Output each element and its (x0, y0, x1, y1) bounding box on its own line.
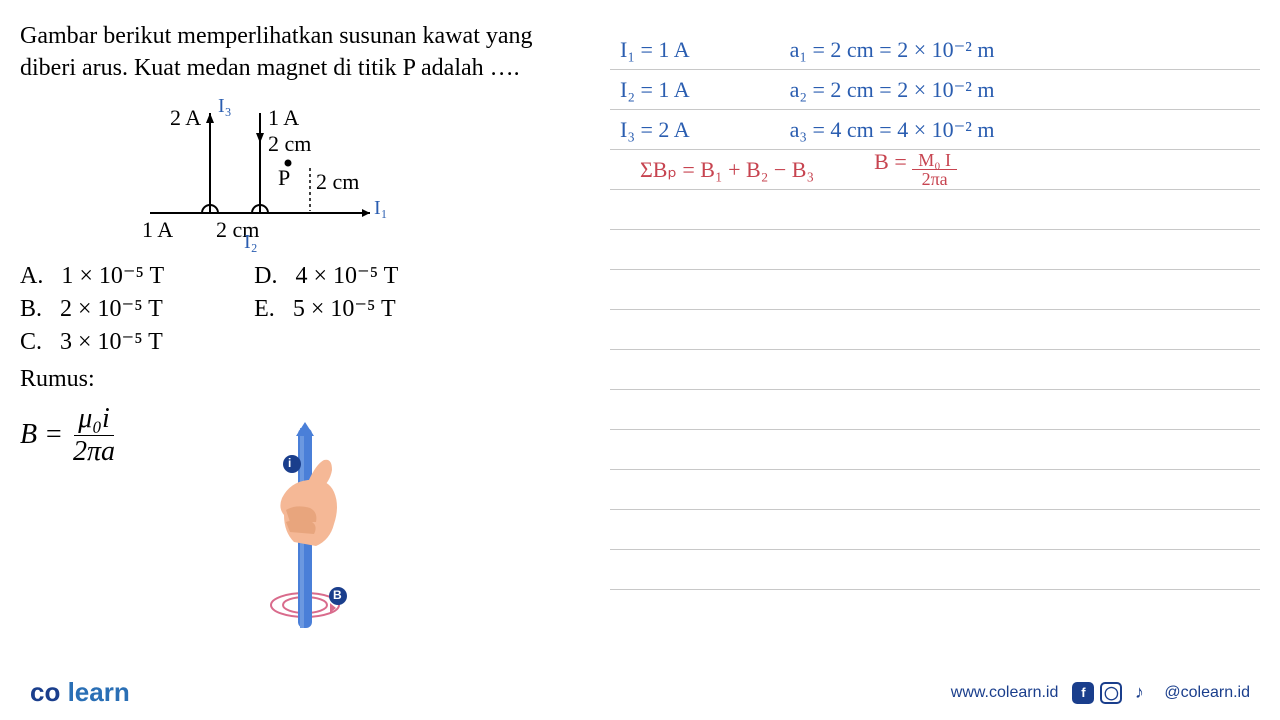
i3-annotation: I₃ (218, 95, 232, 118)
question-text: Gambar berikut memperlihatkan susunan ka… (20, 20, 580, 85)
colearn-logo: co learn (30, 677, 130, 708)
hw-line4-formula: B = M₀ I 2πa (874, 149, 957, 191)
i1-current-label: 1 A (142, 217, 173, 243)
option-d: D. 4 × 10⁻⁵ T (254, 261, 398, 290)
i1-annotation: I₁ (374, 197, 388, 220)
tiktok-icon[interactable]: ♪ (1128, 682, 1150, 704)
hw-line2-left: I₂ = 1 A (620, 77, 690, 103)
wire-diagram: 2 A 1 A 2 cm P 2 cm 1 A 2 cm I₁ I₂ I₃ (140, 93, 420, 253)
option-b: B. 2 × 10⁻⁵ T (20, 294, 164, 323)
option-e: E. 5 × 10⁻⁵ T (254, 294, 398, 323)
i3-current-label: 2 A (170, 105, 201, 131)
p-dist-label: 2 cm (316, 169, 359, 195)
i2-annotation: I₂ (244, 231, 258, 254)
field-badge: B (333, 588, 342, 602)
footer: co learn www.colearn.id f ◯ ♪ @colearn.i… (0, 677, 1280, 708)
hw-line3-right: a₃ = 4 cm = 4 × 10⁻² m (790, 117, 995, 143)
hw-line1-left: I₁ = 1 A (620, 37, 690, 63)
rumus-label: Rumus: (20, 366, 580, 393)
i2-dist-label: 2 cm (268, 131, 311, 157)
p-label: P (278, 165, 290, 191)
i2-current-label: 1 A (268, 105, 299, 131)
option-a: A. 1 × 10⁻⁵ T (20, 261, 164, 290)
footer-handle[interactable]: @colearn.id (1164, 684, 1250, 702)
instagram-icon[interactable]: ◯ (1100, 682, 1122, 704)
option-c: C. 3 × 10⁻⁵ T (20, 327, 164, 356)
footer-url[interactable]: www.colearn.id (951, 684, 1059, 702)
right-hand-rule-icon: i B (260, 420, 350, 640)
hw-line4-sum: ΣBₚ = B₁ + B₂ − B₃ (620, 157, 814, 183)
hw-line2-right: a₂ = 2 cm = 2 × 10⁻² m (790, 77, 995, 103)
current-badge: i (288, 456, 291, 470)
handwritten-work: I₁ = 1 A a₁ = 2 cm = 2 × 10⁻² m I₂ = 1 A… (610, 30, 1260, 590)
hw-line1-right: a₁ = 2 cm = 2 × 10⁻² m (790, 37, 995, 63)
facebook-icon[interactable]: f (1072, 682, 1094, 704)
hw-line3-left: I₃ = 2 A (620, 117, 690, 143)
options-container: A. 1 × 10⁻⁵ T B. 2 × 10⁻⁵ T C. 3 × 10⁻⁵ … (20, 261, 580, 360)
